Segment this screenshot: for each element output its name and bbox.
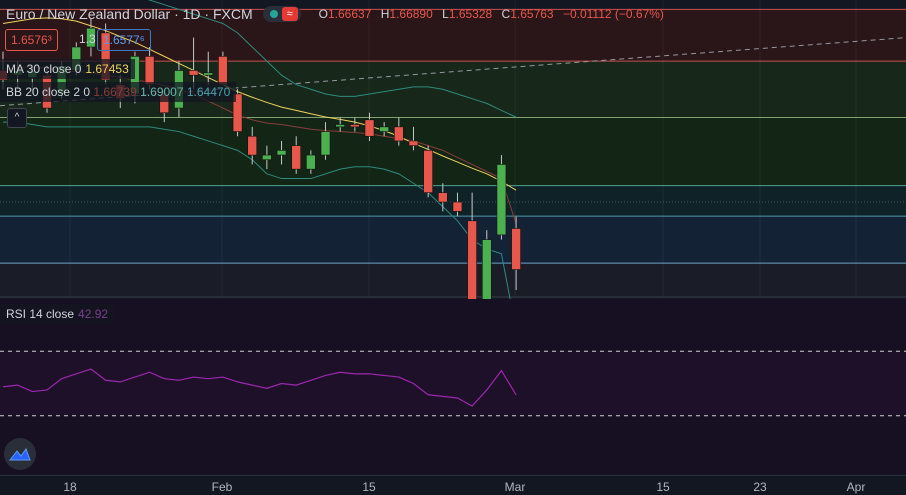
candle-up bbox=[306, 154, 316, 170]
candle-down bbox=[100, 32, 111, 81]
ohlc-key-open: O bbox=[318, 7, 328, 21]
candle-up bbox=[86, 27, 96, 48]
ohlc-low: 1.65328 bbox=[448, 7, 493, 21]
signal-wave-icon: ≈ bbox=[281, 7, 298, 21]
ohlc-key-close: C bbox=[501, 7, 511, 21]
ohlc-high: 1.66890 bbox=[389, 7, 433, 21]
x-label-18: 18 bbox=[63, 480, 77, 494]
spread-value: 1.3 bbox=[79, 32, 96, 46]
time-axis[interactable]: 18 Feb 15 Mar 15 23 Apr bbox=[0, 475, 906, 495]
rsi-band-fill bbox=[0, 351, 906, 416]
price-zone bbox=[0, 9, 906, 62]
candle-up bbox=[320, 131, 331, 156]
candle-down bbox=[232, 93, 243, 132]
bb-basis-value: 1.66739 bbox=[93, 85, 137, 99]
bb-legend-label: BB 20 close 2 0 bbox=[6, 85, 91, 99]
ohlc-change: −0.01112 (−0.67%) bbox=[562, 7, 664, 21]
candle-down bbox=[218, 56, 228, 85]
market-open-dot-icon bbox=[269, 10, 278, 18]
candle-up bbox=[496, 164, 507, 236]
trendline-segment bbox=[0, 37, 906, 107]
rsi-pane bbox=[0, 299, 906, 474]
rsi-legend-label: RSI 14 close bbox=[6, 307, 75, 321]
price-zone bbox=[0, 216, 906, 264]
buy-price-button[interactable]: 1.6577⁶ bbox=[97, 29, 151, 51]
collapse-legend-chevron-icon[interactable]: ^ bbox=[7, 108, 27, 128]
ma-legend-label: MA 30 close 0 bbox=[6, 62, 82, 76]
candle-down bbox=[188, 70, 199, 76]
candle-down bbox=[437, 192, 448, 203]
candle-down bbox=[511, 228, 521, 270]
x-label-15-mar: 15 bbox=[656, 480, 670, 494]
candle-down bbox=[467, 220, 477, 311]
sell-price-button[interactable]: 1.6576³ bbox=[5, 29, 58, 51]
symbol-title[interactable]: Euro / New Zealand Dollar · 1D · FXCM bbox=[6, 6, 253, 22]
ohlc-close: 1.65763 bbox=[510, 7, 554, 21]
symbol-header: Euro / New Zealand Dollar · 1D · FXCM ≈ … bbox=[6, 4, 670, 24]
candle-up bbox=[276, 150, 287, 156]
rsi-legend[interactable]: RSI 14 close 42.92 bbox=[0, 304, 115, 324]
bb-legend[interactable]: BB 20 close 2 0 1.66739 1.69007 1.64470 bbox=[0, 82, 237, 102]
candle-down bbox=[364, 119, 375, 137]
x-label-feb: Feb bbox=[211, 480, 233, 494]
trend-line[interactable] bbox=[0, 37, 906, 107]
candle-down bbox=[350, 124, 360, 128]
bb-lower-line bbox=[3, 121, 517, 331]
candle-down bbox=[394, 126, 404, 142]
candle-down bbox=[247, 135, 258, 156]
price-zone bbox=[0, 117, 906, 186]
market-status[interactable]: ≈ bbox=[262, 6, 301, 22]
price-zones bbox=[0, 8, 906, 296]
candle-up bbox=[262, 154, 272, 161]
x-label-mar: Mar bbox=[504, 480, 526, 494]
candle-down bbox=[452, 201, 463, 212]
bb-lower-value: 1.64470 bbox=[186, 85, 231, 99]
candle-down bbox=[423, 150, 433, 193]
candle-up bbox=[203, 72, 214, 76]
candle-down bbox=[408, 140, 419, 146]
candle-up bbox=[335, 124, 345, 128]
bb-upper-line bbox=[147, 0, 517, 118]
rsi-line bbox=[2, 368, 517, 407]
price-zone bbox=[0, 263, 906, 296]
candle-up bbox=[481, 239, 492, 306]
x-label-23: 23 bbox=[753, 480, 767, 494]
ma-legend[interactable]: MA 30 close 0 1.67453 bbox=[0, 59, 135, 79]
rsi-legend-value: 42.92 bbox=[78, 307, 109, 321]
candle-down bbox=[291, 145, 302, 170]
ohlc-key-low: L bbox=[442, 7, 449, 21]
bb-upper-value: 1.69007 bbox=[140, 85, 184, 99]
ohlc-open: 1.66637 bbox=[327, 7, 372, 21]
ohlc-values: O1.66637 H1.66890 L1.65328 C1.65763 −0.0… bbox=[319, 7, 670, 21]
tradingview-logo-icon[interactable] bbox=[4, 438, 36, 470]
x-label-15-feb: 15 bbox=[362, 480, 376, 494]
candle-up bbox=[379, 126, 389, 132]
ohlc-key-high: H bbox=[380, 7, 390, 21]
x-label-apr: Apr bbox=[846, 480, 866, 494]
candle-down bbox=[144, 56, 155, 85]
ma-legend-value: 1.67453 bbox=[85, 62, 129, 76]
